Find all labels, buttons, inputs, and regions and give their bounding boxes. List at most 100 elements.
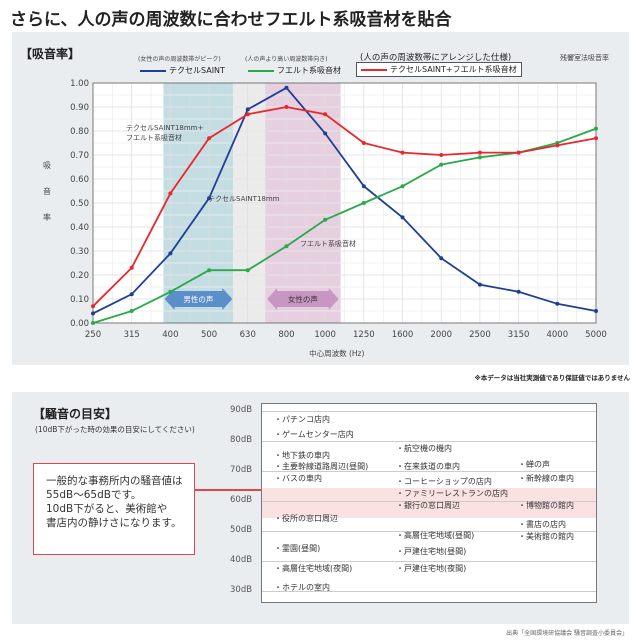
x-tick-label: 315 xyxy=(124,330,140,340)
db-level-label: 30dB xyxy=(230,585,253,595)
callout-line: 書店内の静けさになります。 xyxy=(46,517,182,529)
office-noise-callout: 一般的な事務所内の騒音値は 55dB～65dBです。 10dB下がると、美術館や… xyxy=(33,463,195,555)
x-tick-label: 1250 xyxy=(353,330,375,340)
data-point xyxy=(439,162,444,167)
x-tick-label: 500 xyxy=(201,330,217,340)
data-point xyxy=(129,309,134,313)
absorption-heading: 【吸音率】 xyxy=(20,47,81,61)
data-point xyxy=(323,217,328,222)
noise-example-item: ・美術館の館内 xyxy=(518,532,574,541)
y-tick-label: 0.90 xyxy=(70,103,89,113)
y-tick-label: 0.30 xyxy=(70,247,89,257)
x-tick-label: 5000 xyxy=(585,330,607,340)
y-tick-label: 0.50 xyxy=(70,199,89,209)
female-arrow xyxy=(267,288,339,310)
data-point xyxy=(361,184,366,189)
noise-example-item: ・銀行の窓口周辺 xyxy=(396,500,460,510)
noise-example-item: ・戸建住宅地(夜間) xyxy=(396,563,467,573)
legend-label: テクセルSAINT+フエルト系吸音材 xyxy=(390,65,517,74)
note-voice-arranged: (人の声の周波数帯にアレンジした仕様) xyxy=(360,53,512,63)
annotation-saint: テクセルSAINT18mm xyxy=(208,195,280,203)
data-point xyxy=(400,184,405,189)
source-note: 出典「全国環境研協議会 騒音調査小委員会」 xyxy=(506,630,628,637)
y-tick-label: 0.80 xyxy=(70,127,89,137)
x-tick-label: 1000 xyxy=(314,330,336,340)
noise-example-item: ・在来鉄道の車内 xyxy=(396,461,460,471)
series-line xyxy=(92,86,597,315)
annotation-felt: フエルト系吸音材 xyxy=(300,239,356,248)
annotation-combined: テクセルSAINT18mm+ xyxy=(126,124,203,132)
db-gridline xyxy=(262,501,596,502)
x-tick-label: 4000 xyxy=(546,330,568,340)
legend-swatch xyxy=(140,69,166,72)
callout-line: 55dB～65dBです。 xyxy=(46,489,142,501)
page-title: さらに、人の声の周波数に合わせフエルト系吸音材を貼合 xyxy=(10,10,452,30)
db-level-label: 70dB xyxy=(230,465,253,475)
x-tick-label: 2000 xyxy=(430,330,452,340)
data-point xyxy=(245,112,250,117)
y-tick-label: 0.40 xyxy=(70,223,89,233)
callout-line: 10dB下がると、美術館や xyxy=(46,503,168,515)
data-point xyxy=(594,309,598,313)
absorption-chart: 0.00 0.10 0.20 0.30 0.40 0.50 0.60 0.70 0.80 0.90… xyxy=(43,79,607,358)
x-axis-label: 中心周波数 (Hz) xyxy=(309,348,364,358)
female-voice-label: 女性の声 xyxy=(288,294,318,304)
data-point xyxy=(91,304,95,309)
noise-example-item: ・高層住宅地域(夜間) xyxy=(274,563,353,573)
data-point xyxy=(516,289,521,294)
data-point xyxy=(168,191,173,196)
db-gridline xyxy=(262,471,596,472)
data-point xyxy=(555,301,560,306)
data-point xyxy=(207,136,212,141)
noise-example-item: ・霊園(昼間) xyxy=(274,544,321,553)
y-tick-label: 0.20 xyxy=(70,271,89,281)
db-level-label: 80dB xyxy=(230,435,253,445)
data-point xyxy=(477,150,482,155)
data-point xyxy=(516,150,521,155)
data-point xyxy=(284,85,289,90)
noise-subheading: (10dB下がった時の効果の目安にしてください) xyxy=(35,425,195,434)
data-point xyxy=(594,126,598,131)
db-gridline xyxy=(262,591,596,592)
data-point xyxy=(91,321,95,325)
db-level-label: 60dB xyxy=(230,495,253,505)
noise-example-item: ・バスの車内 xyxy=(274,473,322,483)
data-point xyxy=(361,141,366,145)
x-tick-label: 3150 xyxy=(508,330,530,340)
data-point xyxy=(168,289,173,294)
db-gridline xyxy=(262,441,596,442)
male-arrow xyxy=(164,288,233,310)
data-point xyxy=(91,311,95,316)
data-point xyxy=(439,256,444,261)
disclaimer: ※本データは当社実測値であり保証値ではありません xyxy=(474,374,630,382)
noise-example-item: ・新幹線の車内 xyxy=(518,473,574,483)
annotation-combined: フエルト系吸音材 xyxy=(126,133,182,142)
x-tick-label: 800 xyxy=(278,330,294,340)
legend-saint: テクセルSAINT xyxy=(140,65,225,76)
noise-example-item: ・地下鉄の車内 xyxy=(274,451,330,460)
data-point xyxy=(129,265,134,270)
noise-example-item: ・蝉の声 xyxy=(518,460,550,469)
noise-example-item: ・コーヒーショップの店内 xyxy=(396,476,492,486)
noise-example-item: ・ホテルの室内 xyxy=(274,583,330,592)
db-level-label: 90dB xyxy=(230,405,253,415)
noise-scale-box xyxy=(261,403,597,603)
noise-example-item: ・航空機の機内 xyxy=(396,443,452,453)
data-point xyxy=(439,153,444,157)
office-range-band xyxy=(262,488,596,518)
data-point xyxy=(207,268,212,273)
note-female-peak: (女性の声の周波数帯がピーク) xyxy=(138,56,221,63)
callout-line: 一般的な事務所内の騒音値は xyxy=(46,475,183,487)
data-point xyxy=(168,251,173,256)
callout-connector xyxy=(195,489,276,491)
noise-example-item: ・ゲームセンター店内 xyxy=(274,430,354,439)
data-point xyxy=(284,244,289,249)
noise-example-item: ・戸建住宅地(昼間) xyxy=(396,547,467,556)
male-voice-label: 男性の声 xyxy=(183,294,213,304)
noise-example-item: ・ファミリーレストランの店内 xyxy=(396,488,508,498)
x-tick-label: 250 xyxy=(85,330,101,340)
db-level-label: 40dB xyxy=(230,555,253,565)
db-gridline xyxy=(262,531,596,532)
legend-felt: フエルト系吸音材 xyxy=(248,65,341,76)
data-point xyxy=(477,282,482,287)
